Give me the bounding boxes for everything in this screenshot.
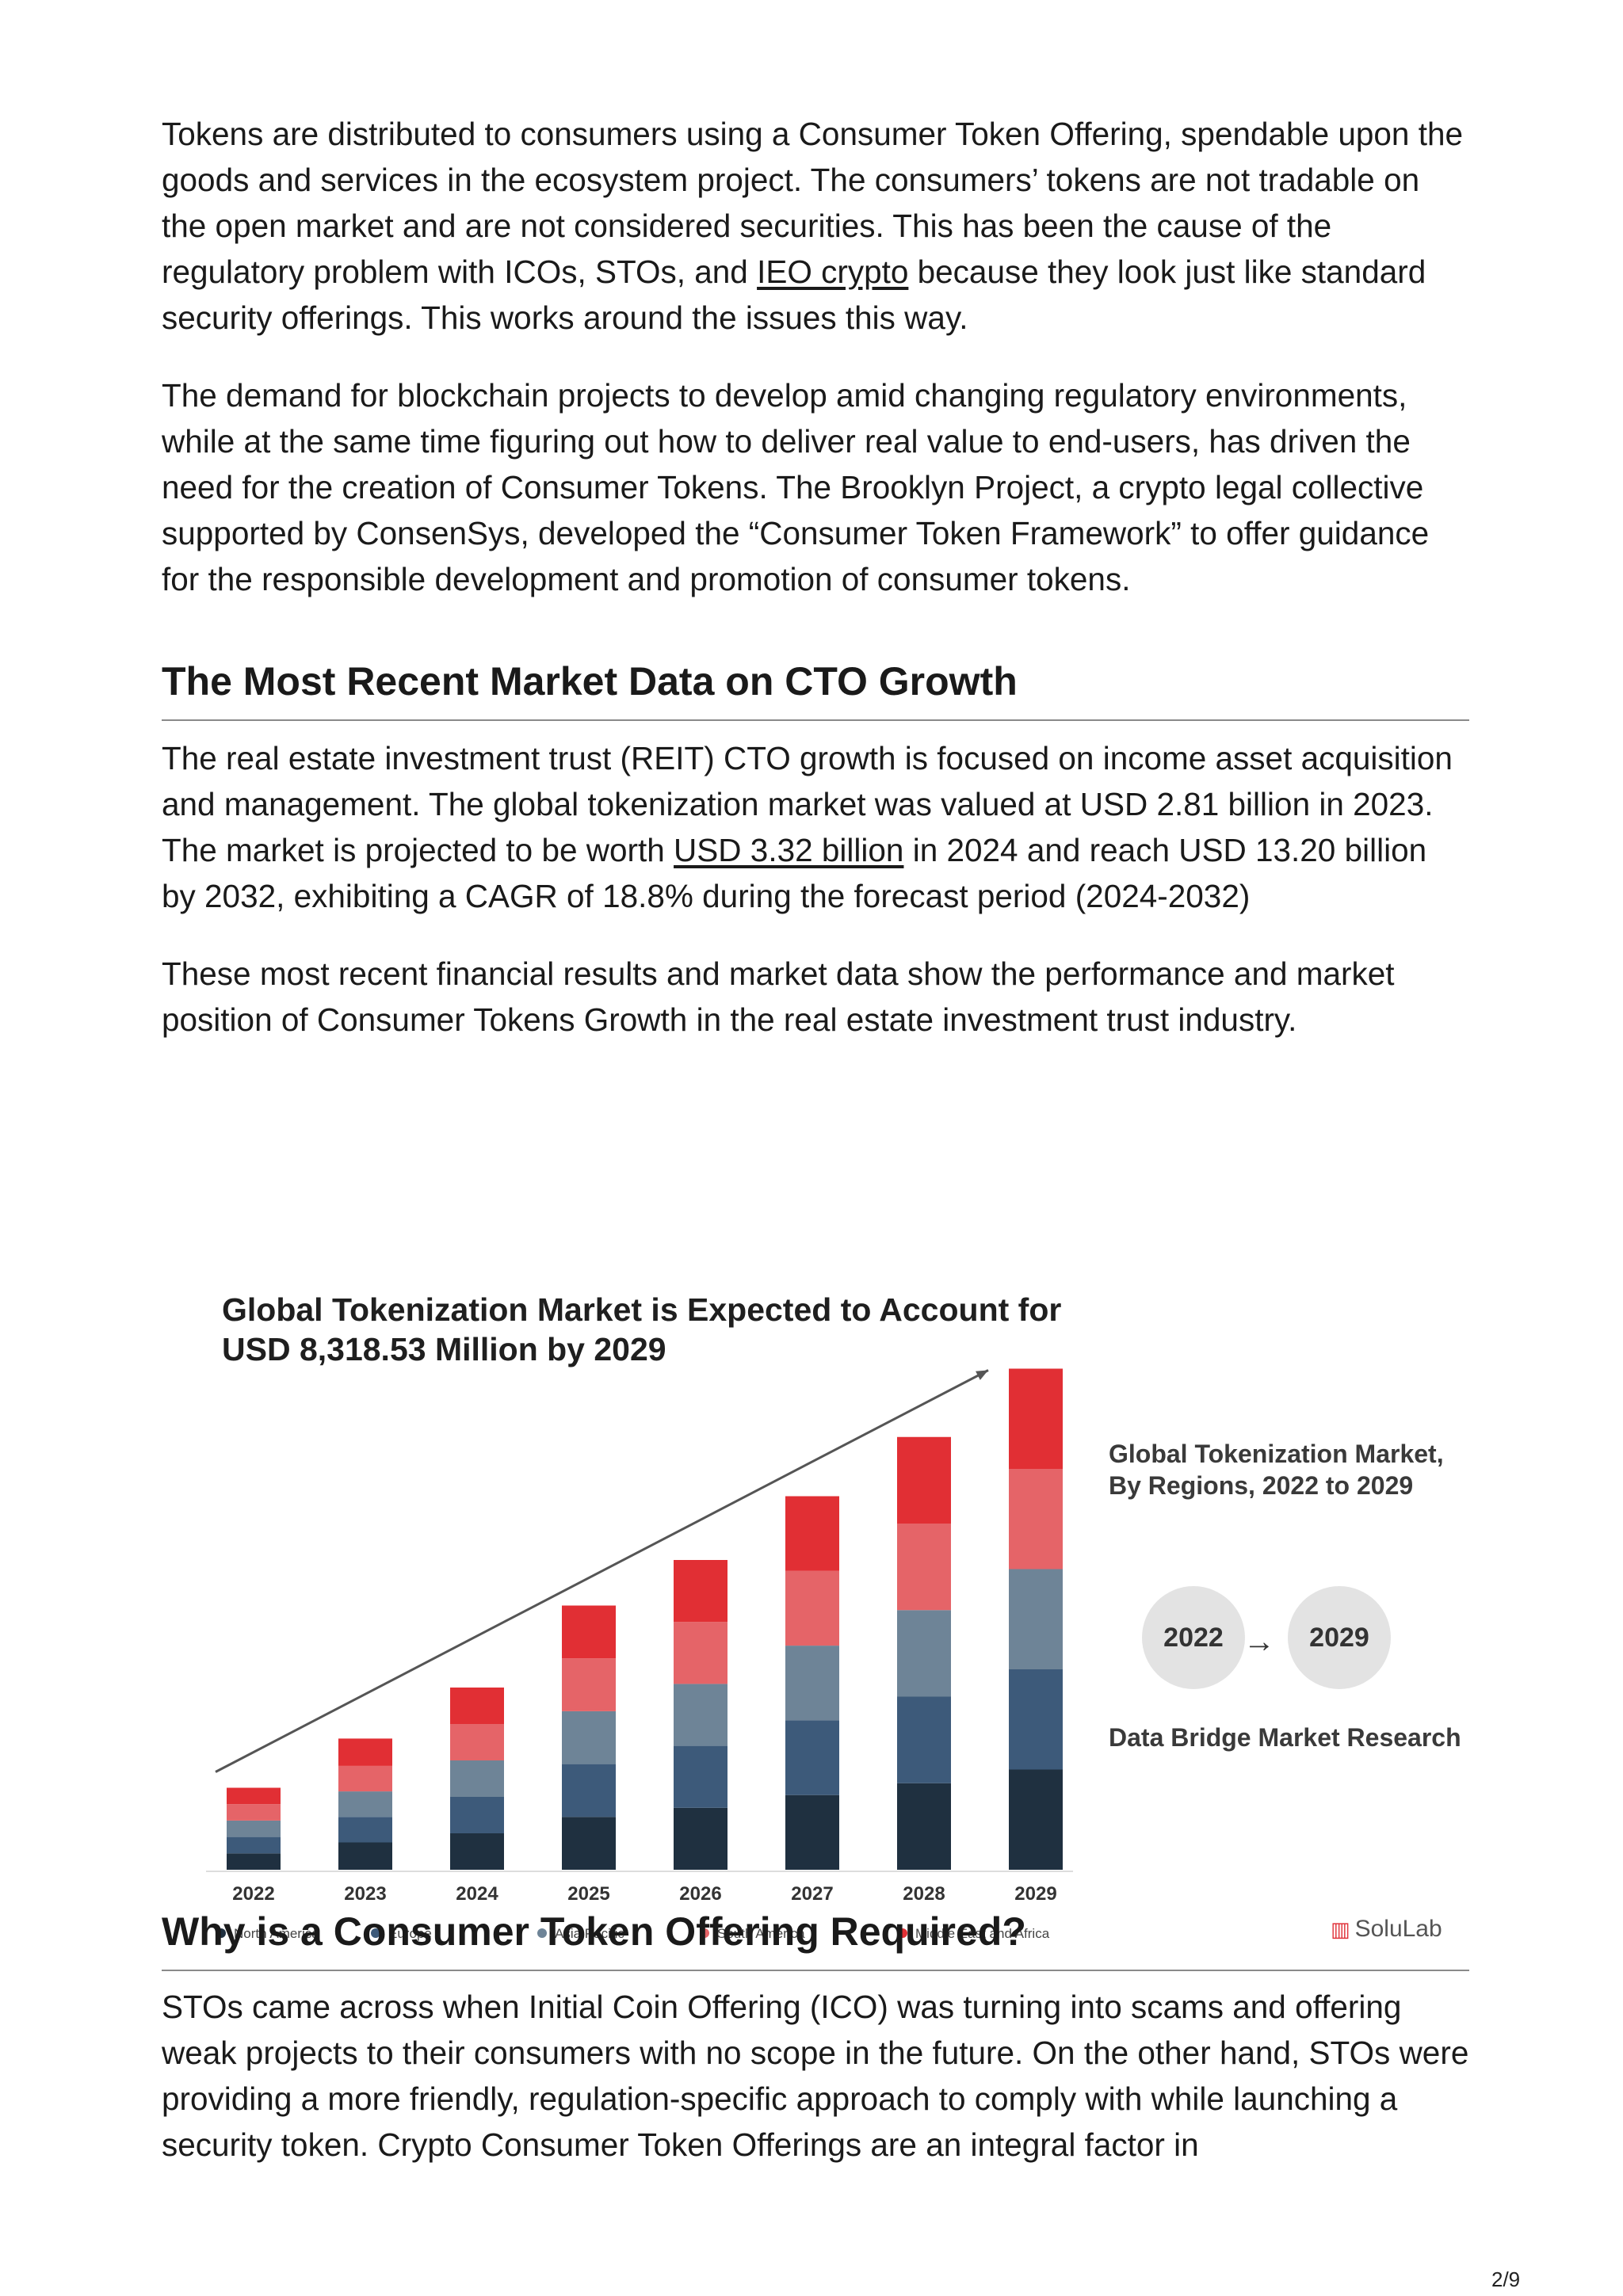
legend-swatch xyxy=(700,1928,709,1938)
solulab-logo-text: SoluLab xyxy=(1354,1916,1442,1942)
paragraph-text: in 2024 and reach USD 13.20 billion by 2… xyxy=(162,832,1427,914)
solulab-logo-icon: ▥ xyxy=(1331,1917,1350,1941)
bar-2026-north-america xyxy=(674,1807,727,1870)
page-number: 2/9 xyxy=(1491,2267,1521,2291)
legend-label: South America xyxy=(717,1926,805,1941)
bar-2024-asia-pacific xyxy=(450,1760,504,1797)
bar-2022-north-america xyxy=(227,1853,281,1870)
bar-2023-north-america xyxy=(338,1842,392,1870)
bar-2026-europe xyxy=(674,1745,727,1808)
bar-2029-europe xyxy=(1009,1669,1063,1770)
bar-2025-south-america xyxy=(562,1658,616,1711)
bar-2029-south-america xyxy=(1009,1469,1063,1569)
bar-2022-europe xyxy=(227,1836,281,1854)
stacked-bar-chart: 2022 2023 2024 2025 2026 2027 2028 2029 North A… xyxy=(206,1368,1073,1941)
bar-2022-middle-east-and-africa xyxy=(227,1787,281,1805)
x-tick-label: 2029 xyxy=(1014,1883,1056,1905)
bar-2027-south-america xyxy=(785,1570,839,1646)
x-tick-label: 2024 xyxy=(456,1883,498,1905)
section-heading-market-data: The Most Recent Market Data on CTO Growt… xyxy=(162,658,1469,721)
legend-label: Middle East and Africa xyxy=(915,1926,1050,1941)
legend-swatch xyxy=(537,1928,547,1938)
bar-2025-asia-pacific xyxy=(562,1711,616,1764)
market-data-section: The real estate investment trust (REIT) … xyxy=(162,735,1469,1074)
paragraph-consumer-token-offering: Tokens are distributed to consumers usin… xyxy=(162,111,1469,341)
bar-2029-asia-pacific xyxy=(1009,1569,1063,1669)
x-tick-label: 2028 xyxy=(903,1883,945,1905)
bar-2027-asia-pacific xyxy=(785,1646,839,1721)
usd-3-32-billion-link[interactable]: USD 3.32 billion xyxy=(674,832,904,868)
why-cto-section: STOs came across when Initial Coin Offer… xyxy=(162,1984,1469,2199)
section-heading-why-cto: Why is a Consumer Token Offering Require… xyxy=(162,1908,1469,1971)
infographic-title-line2: USD 8,318.53 Million by 2029 xyxy=(222,1331,666,1367)
legend-swatch xyxy=(898,1928,907,1938)
bars-layer xyxy=(206,1368,1073,1872)
paragraph-stos: STOs came across when Initial Coin Offer… xyxy=(162,1989,1469,2163)
x-tick-label: 2027 xyxy=(791,1883,833,1905)
right-arrow-icon: → xyxy=(1243,1624,1275,1659)
year-circle-start: 2022 xyxy=(1142,1586,1245,1689)
bar-2026-south-america xyxy=(674,1622,727,1684)
ieo-crypto-link[interactable]: IEO crypto xyxy=(757,254,909,290)
chart-legend: North America Europe Asia Pacific South Ame… xyxy=(216,1926,1050,1941)
bar-2024-south-america xyxy=(450,1724,504,1760)
bar-2022-asia-pacific xyxy=(227,1820,281,1837)
bar-2026-middle-east-and-africa xyxy=(674,1560,727,1623)
bar-2028-europe xyxy=(897,1696,951,1783)
side-title: Global Tokenization Market, By Regions, … xyxy=(1109,1438,1473,1501)
bar-2023-asia-pacific xyxy=(338,1791,392,1817)
bar-2027-middle-east-and-africa xyxy=(785,1496,839,1571)
bar-2023-europe xyxy=(338,1817,392,1843)
bar-2029-middle-east-and-africa xyxy=(1009,1368,1063,1469)
paragraph-text: because they look just like standard sec… xyxy=(162,254,1426,336)
bar-2023-middle-east-and-africa xyxy=(338,1738,392,1766)
bar-2028-middle-east-and-africa xyxy=(897,1436,951,1524)
infographic-title: Global Tokenization Market is Expected t… xyxy=(222,1290,1094,1369)
trend-line xyxy=(215,1369,989,1773)
bar-2025-europe xyxy=(562,1764,616,1817)
source-label: Data Bridge Market Research xyxy=(1109,1723,1461,1752)
x-axis-labels: 2022 2023 2024 2025 2026 2027 2028 2029 xyxy=(232,1883,1056,1905)
solulab-logo: ▥ SoluLab xyxy=(1331,1916,1442,1943)
paragraph-demand: The demand for blockchain projects to de… xyxy=(162,377,1430,597)
infographic-title-line1: Global Tokenization Market is Expected t… xyxy=(222,1291,1062,1328)
tokenization-market-infographic: Global Tokenization Market is Expected t… xyxy=(178,1268,1469,1981)
trend-arrowhead-icon xyxy=(976,1370,988,1380)
x-tick-label: 2026 xyxy=(679,1883,721,1905)
bar-2024-middle-east-and-africa xyxy=(450,1688,504,1724)
bar-2025-middle-east-and-africa xyxy=(562,1605,616,1659)
bar-2024-europe xyxy=(450,1797,504,1833)
legend-swatch xyxy=(216,1928,226,1938)
trend-arrow xyxy=(215,1369,989,1773)
bar-2028-asia-pacific xyxy=(897,1610,951,1697)
x-tick-label: 2025 xyxy=(567,1883,609,1905)
bar-2029-north-america xyxy=(1009,1769,1063,1870)
paragraph-reit: The real estate investment trust (REIT) … xyxy=(162,735,1469,919)
bar-2023-south-america xyxy=(338,1765,392,1792)
paragraph-financial-results: These most recent financial results and … xyxy=(162,955,1395,1038)
bar-2028-north-america xyxy=(897,1783,951,1870)
bar-2024-north-america xyxy=(450,1833,504,1870)
paragraph-text: The real estate investment trust (REIT) … xyxy=(162,740,1453,868)
side-title-line1: Global Tokenization Market, xyxy=(1109,1440,1444,1468)
legend-swatch xyxy=(371,1928,380,1938)
legend-label: Asia Pacific xyxy=(555,1926,624,1941)
legend-label: Europe xyxy=(388,1926,432,1941)
paragraph-text: Tokens are distributed to consumers usin… xyxy=(162,116,1463,290)
x-tick-label: 2022 xyxy=(232,1883,274,1905)
year-circle-end: 2029 xyxy=(1288,1586,1391,1689)
intro-section: Tokens are distributed to consumers usin… xyxy=(162,111,1469,634)
bar-2027-north-america xyxy=(785,1794,839,1870)
side-title-line2: By Regions, 2022 to 2029 xyxy=(1109,1471,1414,1500)
bar-2022-south-america xyxy=(227,1804,281,1821)
bar-2025-north-america xyxy=(562,1817,616,1870)
bar-2027-europe xyxy=(785,1720,839,1795)
bar-2028-south-america xyxy=(897,1524,951,1611)
legend-label: North America xyxy=(234,1926,319,1941)
bar-2026-asia-pacific xyxy=(674,1684,727,1746)
x-tick-label: 2023 xyxy=(344,1883,386,1905)
